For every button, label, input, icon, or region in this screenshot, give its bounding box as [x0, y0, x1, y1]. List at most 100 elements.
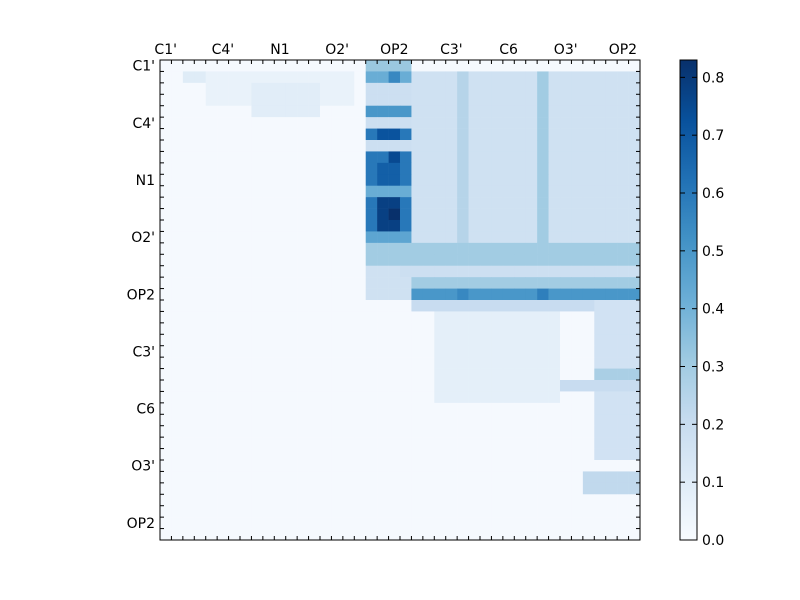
heatmap-cell	[422, 517, 435, 529]
heatmap-cell	[297, 425, 309, 438]
heatmap-cell	[582, 357, 595, 369]
heatmap-cell	[514, 140, 527, 152]
heatmap-cell	[365, 197, 378, 209]
heatmap-cell	[617, 425, 629, 438]
heatmap-cell	[194, 482, 207, 495]
heatmap-cell	[240, 448, 252, 461]
heatmap-cell	[365, 242, 378, 255]
heatmap-cell	[217, 151, 229, 164]
heatmap-cell	[537, 311, 549, 324]
heatmap-cell	[182, 117, 195, 129]
heatmap-cell	[468, 380, 481, 392]
heatmap-cell	[411, 391, 424, 404]
heatmap-cell	[285, 242, 298, 255]
heatmap-cell	[377, 448, 389, 461]
heatmap-cell	[354, 151, 367, 164]
heatmap-cell	[582, 151, 595, 164]
heatmap-cell	[594, 60, 607, 72]
heatmap-cell	[285, 185, 298, 198]
heatmap-cell	[228, 82, 241, 95]
heatmap-cell	[617, 254, 629, 267]
heatmap-cell	[228, 197, 241, 209]
heatmap-cell	[354, 414, 367, 427]
heatmap-cell	[182, 448, 195, 461]
heatmap-cell	[468, 311, 481, 324]
heatmap-cell	[571, 345, 584, 358]
heatmap-cell	[480, 471, 492, 484]
heatmap-cell	[548, 185, 561, 198]
heatmap-cell	[571, 437, 584, 449]
heatmap-cell	[617, 128, 629, 141]
heatmap-cell	[331, 82, 344, 95]
heatmap-cell	[594, 162, 607, 175]
heatmap-cell	[422, 174, 435, 187]
heatmap-cell	[457, 242, 469, 255]
heatmap-cell	[205, 380, 218, 392]
heatmap-cell	[605, 220, 618, 232]
heatmap-cell	[434, 528, 447, 541]
heatmap-cell	[285, 128, 298, 141]
heatmap-cell	[388, 414, 401, 427]
heatmap-cell	[342, 345, 355, 358]
heatmap-cell	[331, 162, 344, 175]
heatmap-cell	[617, 208, 629, 221]
heatmap-cell	[617, 242, 629, 255]
heatmap-cell	[274, 220, 287, 232]
heatmap-cell	[262, 334, 275, 347]
heatmap-cell	[502, 208, 515, 221]
heatmap-cell	[480, 482, 492, 495]
heatmap-cell	[308, 448, 321, 461]
heatmap-cell	[628, 197, 641, 209]
heatmap-cell	[365, 368, 378, 381]
heatmap-cell	[228, 414, 241, 427]
heatmap-cell	[480, 505, 492, 518]
heatmap-cell	[171, 140, 184, 152]
heatmap-cell	[582, 368, 595, 381]
heatmap-cell	[400, 128, 412, 141]
heatmap-cell	[171, 231, 184, 244]
heatmap-cell	[594, 368, 607, 381]
heatmap-cell	[331, 220, 344, 232]
heatmap-cell	[285, 357, 298, 369]
heatmap-cell	[354, 94, 367, 107]
heatmap-cell	[297, 151, 309, 164]
heatmap-cell	[594, 197, 607, 209]
heatmap-cell	[205, 437, 218, 449]
heatmap-cell	[182, 128, 195, 141]
heatmap-cell	[548, 128, 561, 141]
heatmap-cell	[217, 368, 229, 381]
colorbar-tick-label: 0.5	[702, 244, 724, 260]
heatmap-cell	[331, 94, 344, 107]
heatmap-cell	[194, 277, 207, 289]
heatmap-cell	[605, 94, 618, 107]
heatmap-cell	[571, 311, 584, 324]
heatmap-cell	[365, 334, 378, 347]
heatmap-cell	[354, 60, 367, 72]
heatmap-cell	[228, 265, 241, 278]
heatmap-cell	[480, 517, 492, 529]
heatmap-cell	[228, 300, 241, 312]
heatmap-cell	[468, 60, 481, 72]
heatmap-cell	[331, 174, 344, 187]
heatmap-cell	[480, 242, 492, 255]
heatmap-cell	[514, 208, 527, 221]
heatmap-cell	[285, 334, 298, 347]
heatmap-cell	[605, 242, 618, 255]
heatmap-cell	[571, 448, 584, 461]
heatmap-cell	[274, 185, 287, 198]
heatmap-cell	[262, 174, 275, 187]
heatmap-cell	[354, 300, 367, 312]
heatmap-cell	[628, 117, 641, 129]
heatmap-cell	[457, 505, 469, 518]
heatmap-cell	[297, 528, 309, 541]
heatmap-cell	[411, 208, 424, 221]
heatmap-cell	[377, 402, 389, 415]
heatmap-cell	[548, 151, 561, 164]
heatmap-cell	[194, 94, 207, 107]
heatmap-cell	[422, 471, 435, 484]
heatmap-cell	[468, 265, 481, 278]
heatmap-cell	[491, 162, 504, 175]
heatmap-cell	[594, 357, 607, 369]
heatmap-cell	[445, 94, 458, 107]
heatmap-cell	[628, 220, 641, 232]
